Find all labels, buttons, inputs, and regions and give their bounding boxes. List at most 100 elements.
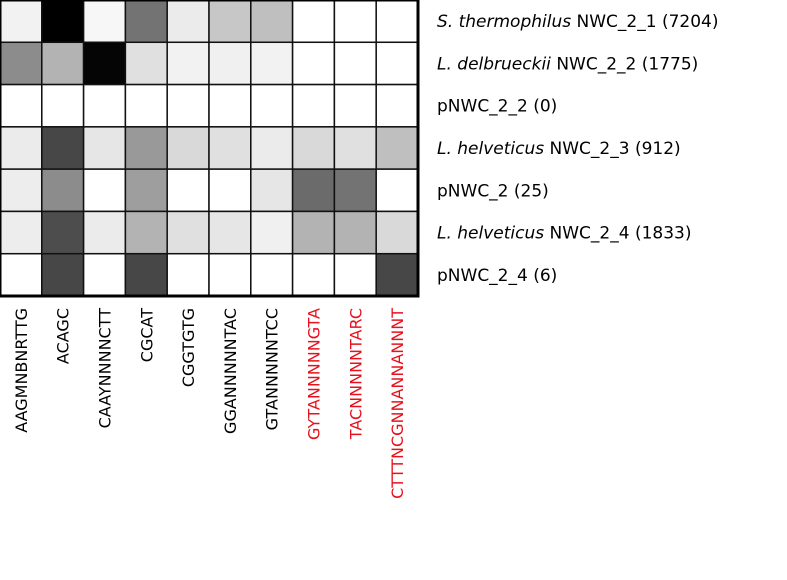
heatmap-cell	[82, 83, 127, 128]
row-label-count: (0)	[533, 97, 557, 117]
heatmap-cell	[333, 83, 377, 128]
heatmap-cell	[208, 83, 252, 128]
heatmap-cell	[41, 0, 85, 44]
heatmap-cell	[250, 168, 294, 213]
row-label-count: (1833)	[635, 224, 692, 244]
row-label: pNWC_2_2 (0)	[437, 97, 557, 117]
heatmap-cell	[0, 252, 43, 297]
heatmap-cell	[0, 83, 43, 128]
column-label: ACAGC	[54, 308, 73, 364]
heatmap-cell	[375, 41, 419, 86]
heatmap-cell	[124, 0, 168, 44]
row-label-count: (912)	[635, 139, 681, 159]
row-label-count: (7204)	[662, 12, 719, 32]
heatmap-cell	[333, 126, 377, 170]
heatmap-cell	[124, 126, 168, 170]
heatmap-cell	[291, 83, 336, 128]
heatmap-cell	[166, 126, 210, 170]
row-label-name: NWC_2_1	[577, 12, 657, 32]
row-label-count: (25)	[514, 181, 549, 201]
heatmap-cell	[124, 210, 168, 255]
heatmap-cell	[0, 168, 43, 213]
heatmap-cell	[375, 126, 419, 170]
heatmap-cell	[124, 41, 168, 86]
heatmap-cell	[250, 126, 294, 170]
heatmap-cell	[291, 168, 336, 213]
heatmap-cell	[82, 168, 127, 213]
row-label-count: (6)	[533, 266, 557, 286]
heatmap-cell	[291, 210, 336, 255]
heatmap-cell	[250, 210, 294, 255]
column-label: GTANNNNNTCC	[263, 308, 282, 430]
heatmap-cell	[166, 210, 210, 255]
heatmap-cell	[41, 168, 85, 213]
heatmap-cells	[0, 0, 419, 297]
column-labels: AAGMNBNRTTG ACAGC CAAYNNNNCTT CGCAT CGGTGTG G…	[12, 308, 407, 499]
row-labels: S. thermophilus NWC_2_1 (7204) L. delbrue…	[437, 12, 718, 286]
heatmap-cell	[82, 126, 127, 170]
heatmap-cell	[166, 41, 210, 86]
row-label: pNWC_2_4 (6)	[437, 266, 557, 286]
heatmap-cell	[0, 126, 43, 170]
heatmap-cell	[41, 41, 85, 86]
column-label: AAGMNBNRTTG	[12, 308, 31, 433]
heatmap-cell	[41, 83, 85, 128]
row-label-species: L. helveticus	[437, 139, 544, 159]
heatmap-cell	[208, 126, 252, 170]
heatmap-cell	[166, 252, 210, 297]
heatmap-cell	[333, 41, 377, 86]
heatmap-frame	[0, 0, 420, 298]
column-label: CTTTNCGNNANNANNNT	[388, 308, 407, 499]
heatmap-cell	[375, 210, 419, 255]
heatmap-cell	[41, 126, 85, 170]
heatmap-cell	[208, 41, 252, 86]
heatmap-cell	[208, 0, 252, 44]
row-label-species: S. thermophilus	[437, 12, 571, 32]
heatmap-cell	[41, 252, 85, 297]
row-label-species: L. delbrueckii	[437, 54, 551, 74]
heatmap-cell	[0, 0, 43, 44]
row-label-name: NWC_2_4	[550, 224, 630, 244]
row-label: L. helveticus NWC_2_3 (912)	[437, 139, 681, 159]
row-label-name: pNWC_2_4	[437, 266, 528, 286]
heatmap-cell	[250, 83, 294, 128]
heatmap-cell	[291, 0, 336, 44]
heatmap-cell	[291, 126, 336, 170]
heatmap-cell	[250, 252, 294, 297]
row-label-name: NWC_2_2	[556, 54, 636, 74]
heatmap-cell	[166, 168, 210, 213]
heatmap-cell	[166, 0, 210, 44]
row-label: L. delbrueckii NWC_2_2 (1775)	[437, 54, 698, 74]
heatmap-cell	[124, 83, 168, 128]
column-label: GGANNNNNTAC	[221, 308, 240, 434]
column-label: TACNNNNNTARC	[346, 308, 365, 440]
row-label: S. thermophilus NWC_2_1 (7204)	[437, 12, 718, 32]
heatmap-cell	[82, 0, 127, 44]
heatmap-cell	[208, 210, 252, 255]
heatmap-cell	[333, 168, 377, 213]
row-label-name: NWC_2_3	[550, 139, 630, 159]
heatmap-cell	[250, 0, 294, 44]
heatmap-cell	[0, 41, 43, 86]
column-label: CAAYNNNNCTT	[96, 308, 115, 429]
heatmap-cell	[208, 252, 252, 297]
heatmap-cell	[375, 83, 419, 128]
heatmap-cell	[291, 252, 336, 297]
heatmap-cell	[375, 168, 419, 213]
heatmap-cell	[291, 41, 336, 86]
row-label-count: (1775)	[642, 54, 699, 74]
column-label: CGCAT	[137, 308, 156, 362]
heatmap-cell	[166, 83, 210, 128]
heatmap-cell	[82, 41, 127, 86]
column-label: CGGTGTG	[179, 308, 198, 387]
heatmap-cell	[333, 252, 377, 297]
heatmap-cell	[41, 210, 85, 255]
row-label-name: pNWC_2_2	[437, 97, 528, 117]
heatmap-cell	[208, 168, 252, 213]
heatmap-cell	[375, 252, 419, 297]
heatmap-cell	[333, 210, 377, 255]
heatmap-cell	[375, 0, 419, 44]
heatmap-cell	[124, 168, 168, 213]
heatmap-cell	[333, 0, 377, 44]
